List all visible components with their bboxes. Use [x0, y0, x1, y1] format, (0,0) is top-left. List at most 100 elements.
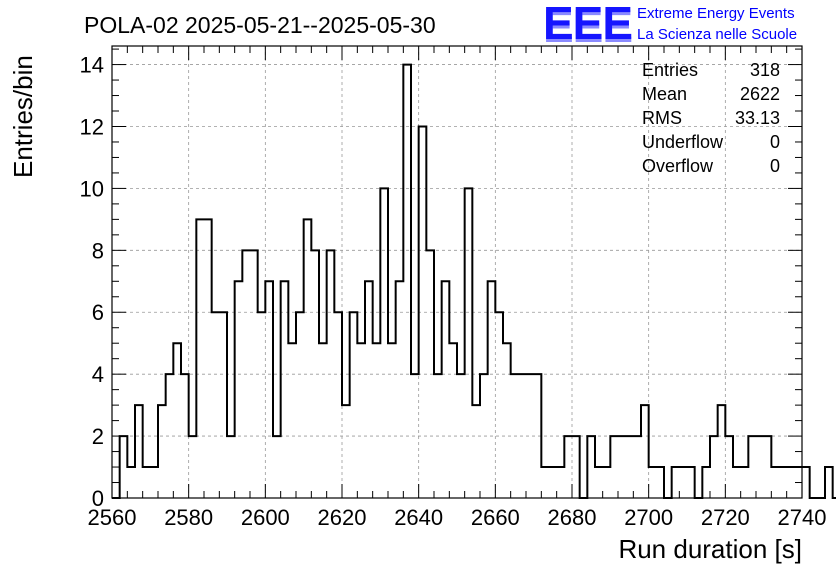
histogram-bin — [748, 436, 756, 498]
histogram-bin — [741, 467, 749, 498]
y-tick-label: 0 — [92, 486, 104, 511]
histogram-bin — [150, 467, 158, 498]
histogram-bin — [281, 281, 289, 498]
histogram-bin — [572, 436, 580, 498]
y-tick-label: 14 — [80, 53, 104, 78]
histogram-bin — [710, 436, 718, 498]
logo-mark: EEE — [543, 0, 633, 49]
histogram-bin — [756, 436, 764, 498]
histogram-bin — [380, 188, 388, 498]
axis-ticks — [111, 46, 803, 499]
y-tick-labels: 0 2 4 6 8 10 12 14 — [80, 53, 104, 511]
histogram-bin — [465, 188, 473, 498]
stat-row-underflow: Underflow 0 — [642, 132, 780, 156]
stat-key: RMS — [642, 108, 682, 128]
histogram-bin — [702, 467, 710, 498]
y-tick-label: 2 — [92, 424, 104, 449]
y-tick-label: 12 — [80, 114, 104, 139]
histogram-bin — [618, 436, 626, 498]
histogram-bin — [403, 65, 411, 498]
histogram-bin — [603, 467, 611, 498]
histogram-bin — [649, 467, 657, 498]
histogram-bin — [342, 405, 350, 498]
histogram-bin — [388, 343, 396, 498]
histogram-bin — [672, 467, 680, 498]
histogram-bin — [771, 467, 779, 498]
histogram-bin — [687, 467, 695, 498]
histogram-bin — [725, 436, 733, 498]
x-tick-labels: 2560 2580 2600 2620 2640 2660 2680 2700 2720 2740 — [88, 505, 827, 530]
histogram-bin — [779, 467, 787, 498]
histogram-bin — [273, 436, 281, 498]
y-tick-label: 8 — [92, 238, 104, 263]
plot-frame — [111, 45, 803, 499]
histogram-bin — [564, 436, 572, 498]
stat-value: 0 — [769, 156, 780, 176]
histogram-bin — [764, 436, 772, 498]
histogram-bin — [449, 343, 457, 498]
histogram-bin — [541, 467, 549, 498]
histogram-bin — [373, 343, 381, 498]
stat-row-rms: RMS 33.13 — [642, 108, 780, 132]
histogram-bin — [610, 436, 618, 498]
histogram-bin — [495, 312, 503, 498]
histogram-bin — [196, 219, 204, 498]
x-tick-label: 2680 — [548, 505, 597, 530]
stat-row-overflow: Overflow 0 — [642, 156, 780, 180]
stat-key: Mean — [642, 84, 688, 104]
histogram-bin — [304, 219, 312, 498]
histogram-bin — [802, 467, 810, 498]
histogram-bin — [212, 312, 220, 498]
histogram-bin — [641, 405, 649, 498]
histogram-bin — [587, 436, 595, 498]
histogram-bin — [296, 312, 304, 498]
histogram-series — [112, 63, 836, 499]
x-tick-label: 2560 — [88, 505, 137, 530]
histogram-bin — [158, 405, 166, 498]
chart-title: POLA-02 2025-05-21--2025-05-30 — [84, 12, 436, 38]
histogram-bin — [656, 467, 664, 498]
histogram-bin — [173, 343, 181, 498]
histogram-bin — [626, 436, 634, 498]
histogram-bin — [557, 467, 565, 498]
histogram-bin — [472, 405, 480, 498]
x-tick-label: 2600 — [241, 505, 290, 530]
eee-logo: EEE Extreme Energy Events La Scienza nel… — [543, 0, 833, 48]
stat-row-entries: Entries 318 — [642, 60, 780, 84]
stat-value: 33.13 — [734, 108, 780, 128]
stat-key: Overflow — [642, 156, 714, 176]
histogram-bin — [442, 281, 450, 498]
histogram-bin — [396, 281, 404, 498]
histogram-bin — [357, 343, 365, 498]
logo-tagline-2: La Scienza nelle Scuole — [637, 26, 798, 43]
histogram-bin — [319, 343, 327, 498]
histogram-bin — [718, 405, 726, 498]
x-tick-label: 2580 — [164, 505, 213, 530]
x-tick-label: 2700 — [624, 505, 673, 530]
histogram-bin — [350, 312, 358, 498]
histogram-bin — [334, 312, 342, 498]
histogram-bin — [733, 467, 741, 498]
y-tick-label: 10 — [80, 176, 104, 201]
x-tick-label: 2720 — [701, 505, 750, 530]
x-tick-label: 2660 — [471, 505, 520, 530]
histogram-bin — [288, 343, 296, 498]
histogram-bin — [503, 343, 511, 498]
stat-value: 318 — [749, 60, 780, 80]
histogram-bin — [120, 436, 128, 498]
histogram-bin — [219, 312, 227, 498]
x-tick-label: 2640 — [394, 505, 443, 530]
y-tick-label: 6 — [92, 300, 104, 325]
histogram-bin — [633, 436, 641, 498]
histogram-bin — [227, 436, 235, 498]
histogram-bin — [235, 281, 243, 498]
histogram-bin — [549, 467, 557, 498]
x-tick-label: 2620 — [318, 505, 367, 530]
stat-row-mean: Mean 2622 — [642, 84, 780, 108]
histogram-bin — [825, 467, 833, 498]
histogram-bin — [143, 467, 151, 498]
stat-value: 2622 — [739, 84, 780, 104]
stat-key: Entries — [642, 60, 699, 80]
histogram-bin — [488, 281, 496, 498]
